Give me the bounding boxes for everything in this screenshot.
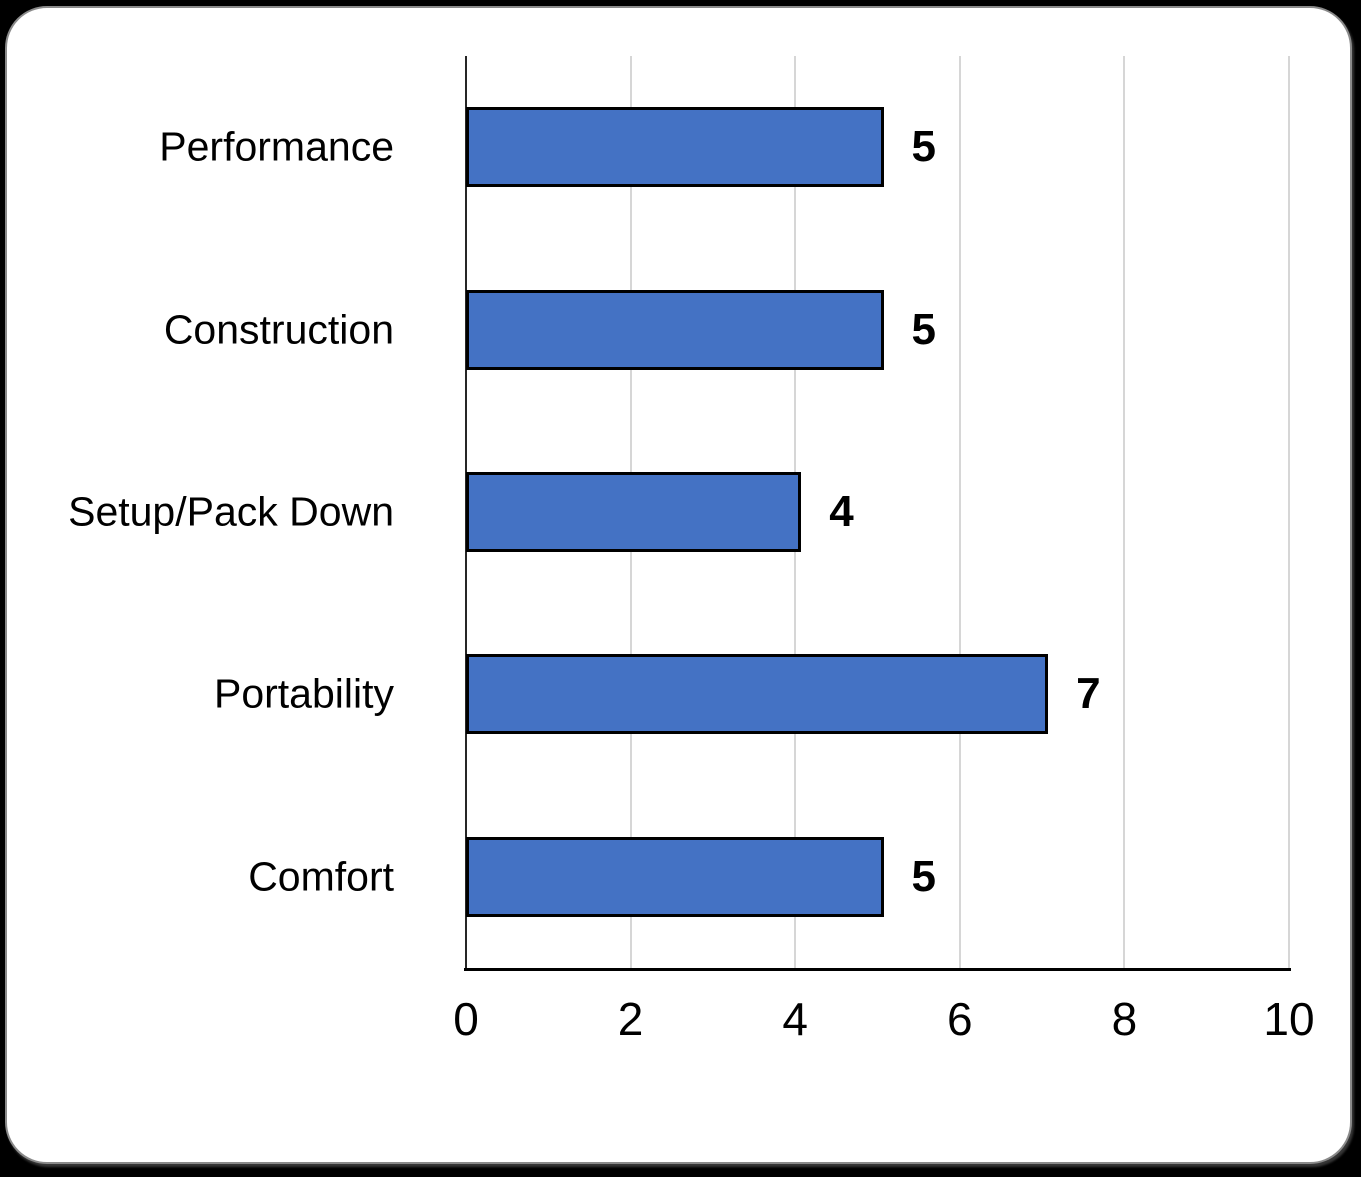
x-tick-label: 2 <box>617 993 644 1045</box>
bar <box>466 107 884 188</box>
bar-value-label: 5 <box>911 122 936 172</box>
x-tick-label: 8 <box>1111 993 1138 1045</box>
bar-value-label: 5 <box>911 851 936 901</box>
category-label: Comfort <box>248 853 394 900</box>
category-label: Performance <box>159 123 394 170</box>
x-axis-line <box>464 968 1291 971</box>
category-label: Portability <box>213 670 394 717</box>
bar <box>466 472 802 552</box>
bar-value-label: 7 <box>1076 669 1101 719</box>
x-tick-label: 10 <box>1263 993 1315 1045</box>
bar <box>466 836 884 917</box>
category-labels: Performance Construction Setup/Pack Down Po… <box>7 56 428 968</box>
bar-value-label: 5 <box>911 304 936 354</box>
category-label: Setup/Pack Down <box>68 488 394 535</box>
x-tick-labels: 0 2 4 6 8 10 <box>453 993 1314 1056</box>
x-tick-label: 0 <box>453 993 479 1045</box>
x-tick-label: 6 <box>947 993 973 1045</box>
category-label: Construction <box>163 306 394 353</box>
gridline <box>1123 56 1126 968</box>
gridline <box>1288 56 1290 968</box>
bar <box>466 654 1049 735</box>
chart-card: Performance Construction Setup/Pack Down Po… <box>5 6 1352 1164</box>
plot-area: 5 5 4 7 5 <box>464 56 1291 971</box>
x-tick-label: 4 <box>782 993 808 1045</box>
bar <box>466 289 884 370</box>
bar-value-label: 4 <box>829 487 854 536</box>
gridline <box>958 56 961 968</box>
